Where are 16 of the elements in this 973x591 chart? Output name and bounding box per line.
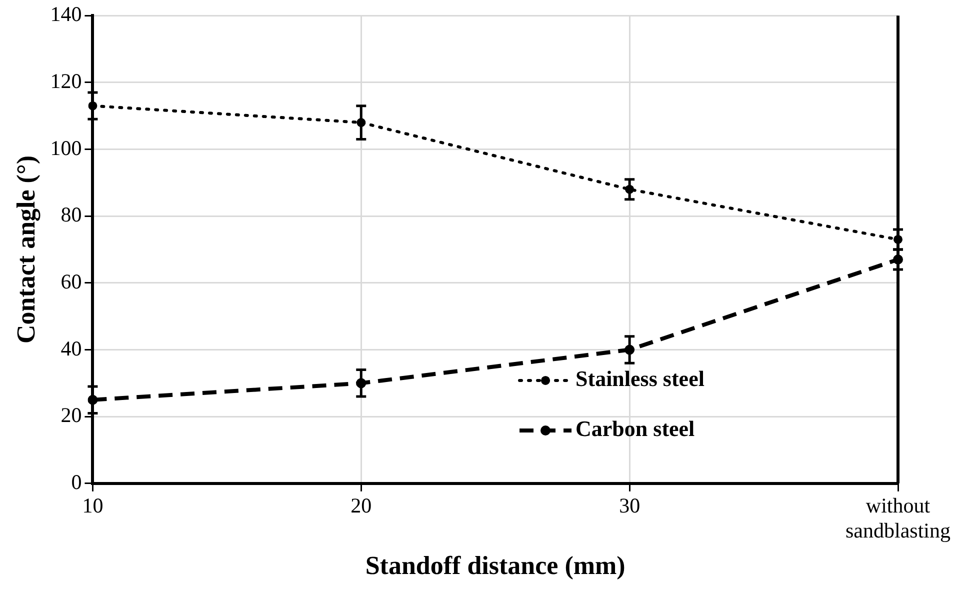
x-axis-title: Standoff distance (mm) [365, 551, 626, 580]
y-tick-label: 0 [71, 470, 82, 494]
y-tick-label: 140 [50, 2, 82, 26]
x-tick-label: without sandblasting [846, 494, 951, 543]
y-tick-label: 40 [60, 336, 82, 360]
legend-label: Stainless steel [576, 366, 704, 392]
y-tick-label: 60 [60, 269, 82, 294]
y-tick-label: 100 [50, 136, 82, 160]
legend-label: Carbon steel [576, 416, 695, 442]
y-tick-label: 20 [60, 403, 82, 428]
y-tick-label: 120 [50, 68, 82, 93]
x-tick-label: 20 [350, 494, 372, 518]
x-tick-label: 10 [82, 494, 104, 518]
x-tick-label: 30 [619, 494, 640, 518]
y-tick-label: 80 [60, 202, 82, 227]
y-axis-title: Contact angle (°) [11, 155, 40, 344]
